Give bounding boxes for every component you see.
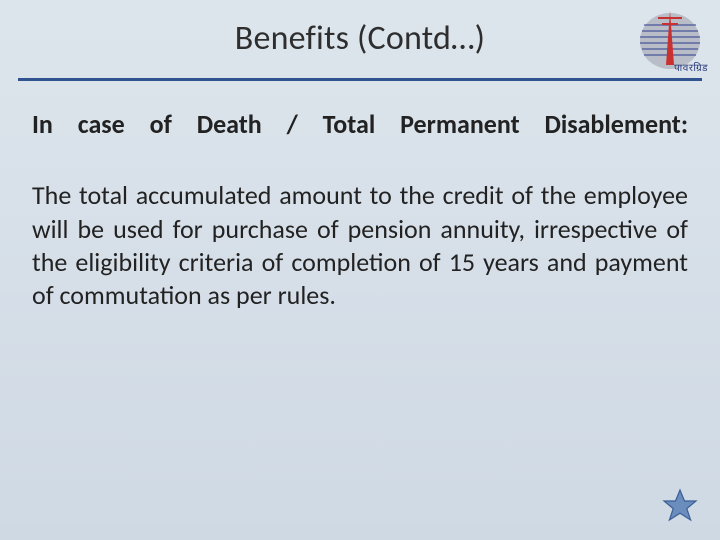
header: Benefits (Contd…) पावरग्रिड [0, 0, 720, 78]
logo-caption: पावरग्रिड [674, 60, 708, 74]
star-icon [662, 488, 698, 524]
section-heading: In case of Death / Total Permanent Disab… [32, 108, 688, 141]
slide: Benefits (Contd…) पावरग्रिड In case of D… [0, 0, 720, 540]
divider [18, 78, 702, 81]
body-text: The total accumulated amount to the cred… [32, 179, 688, 312]
content-area: In case of Death / Total Permanent Disab… [32, 108, 688, 312]
page-title: Benefits (Contd…) [0, 18, 720, 59]
